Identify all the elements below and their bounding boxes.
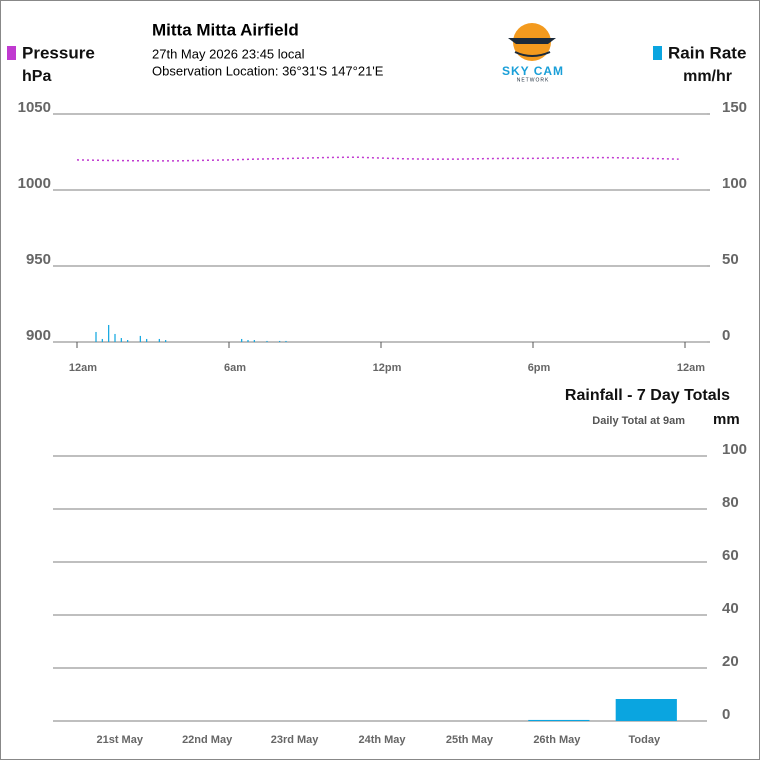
y2-tick-label: 50 [722,251,739,268]
y-axis-unit: hPa [22,68,51,85]
legend-label: Pressure [22,43,95,62]
x-tick-label: 12am [69,362,97,374]
rain-rate-bar [247,340,249,342]
x-tick-label: 12pm [373,362,402,374]
rain-rate-bar [114,333,116,342]
datetime: 27th May 2026 23:45 local [152,46,305,61]
rain-rate-bar [108,324,110,342]
pressure-line [76,156,679,162]
logo-plane [508,38,556,44]
y-tick-label: 80 [722,494,739,511]
x-tick-label: 12am [677,362,705,374]
y2-axis-unit: mm/hr [683,68,732,85]
y2-tick-label: 0 [722,327,730,344]
x-tick-label: 24th May [358,734,406,746]
rain-rate-bar [279,340,281,342]
y-tick-label: 60 [722,547,739,564]
rain-rate-bar [165,340,167,342]
logo-subtext: NETWORK [517,77,550,83]
chart-subtitle: Daily Total at 9am [592,415,685,427]
y-tick-label: 20 [722,653,739,670]
rain-rate-bar [139,335,141,342]
x-tick-label: 6am [224,362,246,374]
rain-rate-bar [101,338,103,342]
logo-text: SKY CAM [502,64,564,78]
x-tick-label: 21st May [96,734,143,746]
rain-rate-bar [266,340,268,342]
chart-title: Rainfall - 7 Day Totals [565,387,730,404]
y2-tick-label: 150 [722,99,747,116]
x-tick-label: 22nd May [182,734,233,746]
y2-tick-label: 100 [722,175,747,192]
rain-rate-bar [241,338,243,342]
y-tick-label: 1050 [18,99,51,116]
rain-rate-bar [285,340,287,342]
x-tick-label: 25th May [446,734,494,746]
y-tick-label: 40 [722,600,739,617]
rain-rate-bar [120,338,122,342]
x-tick-label: 6pm [528,362,551,374]
rain-rate-bar [146,338,148,342]
x-tick-label: 26th May [533,734,581,746]
legend-swatch [7,46,16,60]
y-axis-unit: mm [713,411,740,428]
rain-rate-bar [158,338,160,342]
logo: SKY CAM NETWORK [502,23,564,83]
x-tick-label: Today [628,734,660,746]
x-tick-label: 23rd May [271,734,320,746]
rain-rate-bar [95,331,97,342]
y-tick-label: 900 [26,327,51,344]
y-tick-label: 0 [722,706,730,723]
y-tick-label: 950 [26,251,51,268]
rain-rate-bar [253,340,255,342]
rain-rate-bar [127,340,129,342]
logo-arc [514,51,551,57]
bar [615,699,677,721]
y-tick-label: 100 [722,441,747,458]
location: Observation Location: 36°31'S 147°21'E [152,63,384,78]
y-tick-label: 1000 [18,175,51,192]
legend-swatch [653,46,662,60]
station-title: Mitta Mitta Airfield [152,20,299,39]
legend-label: Rain Rate [668,43,746,62]
bar [528,719,590,721]
